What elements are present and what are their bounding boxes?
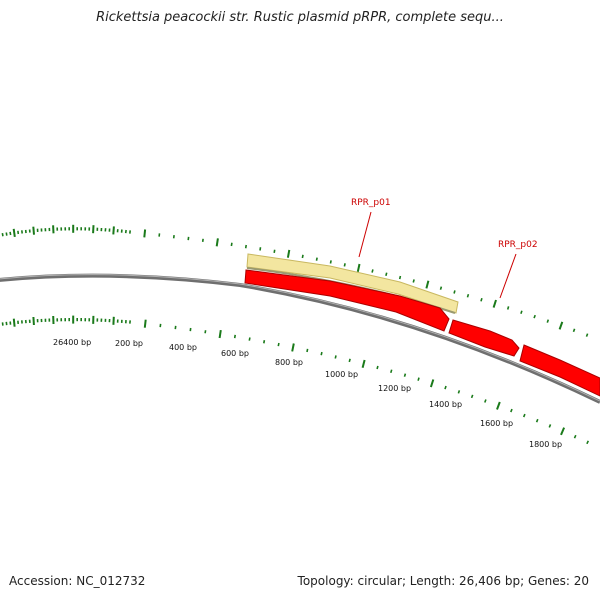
plasmid-backbone (0, 273, 600, 404)
minor-tick (334, 355, 337, 359)
minor-tick (535, 418, 539, 423)
plasmid-backbone-highlight (0, 274, 600, 402)
map-title: Rickettsia peacockii str. Rustic plasmid… (96, 10, 504, 25)
tick-label: 600 bp (221, 349, 249, 358)
major-tick (215, 238, 219, 247)
minor-tick (244, 244, 247, 249)
major-tick (286, 249, 291, 258)
major-tick (12, 228, 16, 238)
minor-tick (204, 330, 207, 334)
minor-tick (320, 351, 323, 356)
major-tick (12, 318, 16, 327)
minor-tick (1, 232, 4, 237)
tick-label: 1200 bp (378, 384, 411, 393)
major-tick (32, 316, 35, 326)
major-tick (356, 263, 361, 273)
major-tick (425, 280, 430, 289)
minor-tick (398, 275, 402, 280)
minor-tick (457, 390, 461, 394)
minor-tick (233, 334, 236, 339)
topology-summary-text: Topology: circular; Length: 26,406 bp; G… (297, 574, 589, 588)
minor-tick (348, 358, 351, 363)
minor-tick (470, 394, 474, 399)
major-tick (429, 379, 435, 388)
label-leader-rpr-p02 (499, 253, 517, 299)
minor-tick (230, 242, 233, 247)
minor-tick (390, 369, 393, 374)
gene-rpr-p01 (244, 269, 450, 332)
major-tick (32, 226, 35, 235)
major-tick (560, 427, 566, 436)
minor-tick (315, 257, 318, 261)
tick-label: 1000 bp (325, 370, 358, 379)
minor-tick (585, 333, 589, 337)
label-leader-rpr-p01 (358, 211, 372, 258)
minor-tick (376, 365, 379, 370)
minor-tick (343, 263, 346, 267)
tick-label: 26400 bp (53, 338, 91, 347)
minor-tick (548, 424, 552, 428)
gene-rpr-p03 (519, 344, 600, 397)
minor-tick (301, 254, 304, 259)
minor-tick (9, 231, 12, 236)
tick-label: 1800 bp (529, 440, 562, 449)
minor-tick (546, 319, 550, 323)
major-tick (492, 299, 497, 308)
minor-tick (480, 297, 483, 302)
minor-tick (572, 328, 576, 333)
minor-tick (520, 310, 523, 314)
major-tick (496, 401, 501, 410)
minor-tick (453, 290, 456, 294)
minor-tick (533, 314, 536, 319)
outer-tick-ring (1, 224, 589, 337)
major-tick (218, 329, 222, 339)
accession-text: Accession: NC_012732 (9, 574, 146, 588)
minor-tick (510, 408, 513, 413)
minor-tick (306, 348, 309, 353)
minor-tick (444, 385, 447, 390)
tick-label: 1400 bp (429, 400, 462, 409)
inner-tick-ring (1, 315, 590, 445)
tick-label: 1600 bp (480, 419, 513, 428)
major-tick (112, 226, 115, 235)
major-tick (291, 343, 295, 352)
tick-label: 200 bp (115, 339, 143, 348)
tick-label: 400 bp (169, 343, 197, 352)
minor-tick (371, 269, 374, 273)
minor-tick (385, 272, 388, 276)
major-tick (558, 321, 564, 330)
minor-tick (506, 306, 510, 310)
minor-tick (259, 247, 262, 251)
minor-tick (263, 340, 266, 344)
minor-tick (273, 249, 276, 254)
minor-tick (439, 286, 443, 290)
minor-tick (573, 434, 577, 439)
major-tick (143, 229, 147, 238)
minor-tick (522, 413, 526, 418)
minor-tick (586, 440, 590, 445)
minor-tick (403, 373, 407, 377)
minor-tick (417, 377, 420, 381)
minor-tick (329, 260, 332, 264)
gene-label-rpr-p02: RPR_p02 (498, 240, 538, 250)
minor-tick (484, 399, 487, 403)
gene-label-rpr-p01: RPR_p01 (351, 198, 391, 208)
tick-label: 800 bp (275, 358, 303, 367)
minor-tick (466, 293, 470, 298)
major-tick (143, 319, 147, 328)
minor-tick (248, 337, 251, 341)
minor-tick (5, 232, 8, 236)
major-tick (361, 359, 366, 368)
gene-rpr-p02 (448, 319, 520, 357)
minor-tick (412, 279, 415, 283)
gene-feature-yellow (246, 253, 459, 314)
minor-tick (277, 342, 280, 347)
